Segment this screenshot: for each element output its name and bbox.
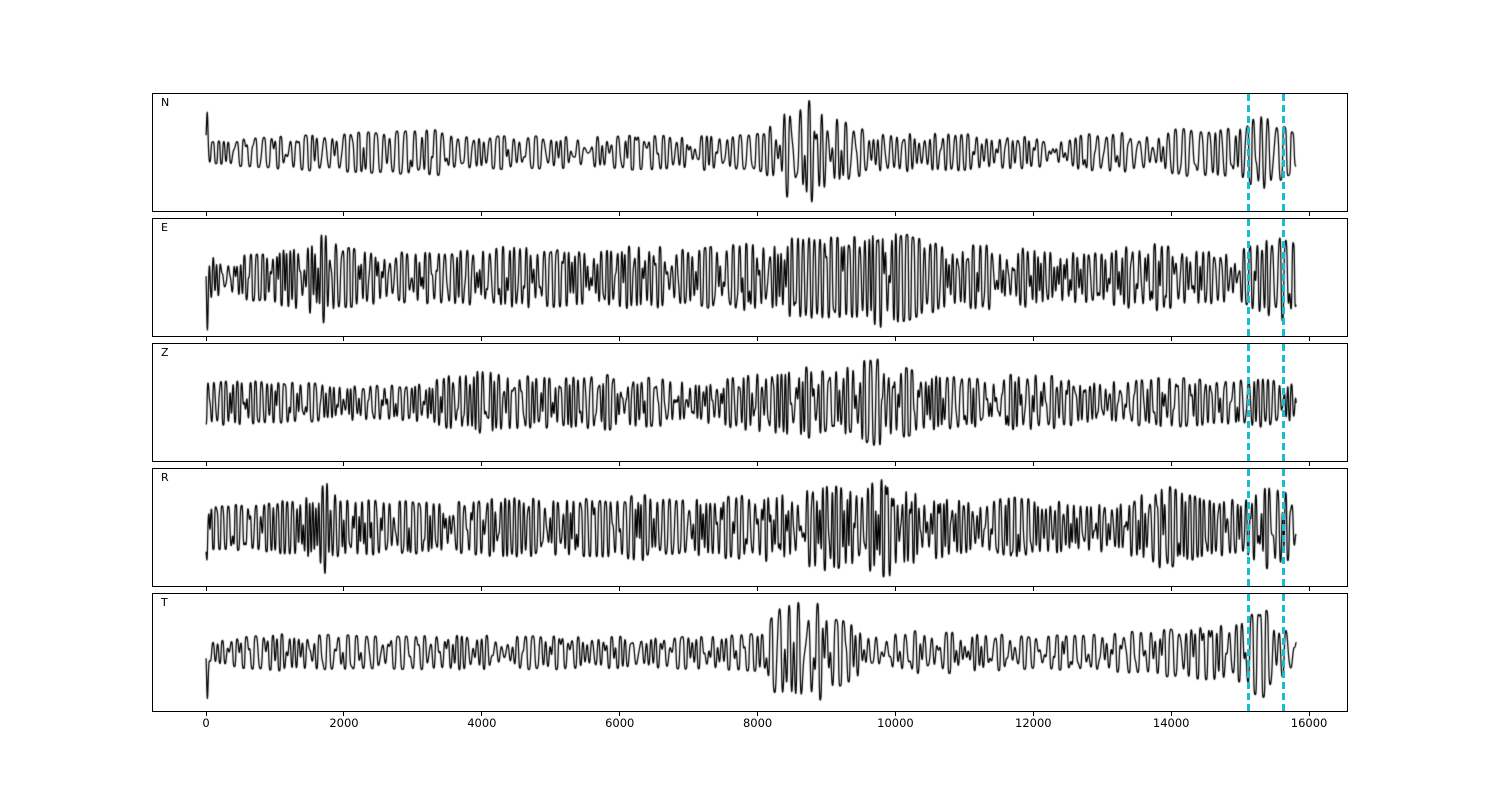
panel-label-e: E xyxy=(161,221,168,234)
panel-label-z: Z xyxy=(161,346,169,359)
x-tick xyxy=(894,337,896,341)
x-tick xyxy=(1032,337,1034,341)
x-tick xyxy=(1032,462,1034,466)
panel-label-t: T xyxy=(161,596,168,609)
pick-line-2 xyxy=(1282,219,1286,336)
x-tick xyxy=(343,212,345,216)
x-tick xyxy=(343,712,345,716)
x-tick-label: 16000 xyxy=(1290,716,1328,730)
pick-line-2 xyxy=(1282,469,1286,586)
pick-line-2 xyxy=(1282,594,1286,711)
x-tick xyxy=(619,212,621,216)
x-tick-label: 2000 xyxy=(329,716,359,730)
x-tick xyxy=(894,212,896,216)
x-tick xyxy=(757,462,759,466)
panel-t: T xyxy=(152,593,1348,712)
x-tick xyxy=(1308,587,1310,591)
panel-label-r: R xyxy=(161,471,169,484)
x-tick-label: 0 xyxy=(202,716,210,730)
x-tick xyxy=(1170,337,1172,341)
panel-e: E xyxy=(152,218,1348,337)
panel-label-n: N xyxy=(161,96,170,109)
pick-line-1 xyxy=(1246,94,1250,211)
waveform-r xyxy=(153,469,1347,586)
pick-line-1 xyxy=(1246,344,1250,461)
x-tick-label: 14000 xyxy=(1152,716,1190,730)
x-tick xyxy=(619,712,621,716)
x-tick xyxy=(481,712,483,716)
x-tick xyxy=(1308,212,1310,216)
x-tick xyxy=(1170,712,1172,716)
x-tick xyxy=(1032,212,1034,216)
x-tick xyxy=(1308,712,1310,716)
x-tick xyxy=(1308,337,1310,341)
x-tick xyxy=(757,587,759,591)
pick-line-2 xyxy=(1282,344,1286,461)
x-tick xyxy=(205,212,207,216)
pick-line-2 xyxy=(1282,94,1286,211)
waveform-e xyxy=(153,219,1347,336)
pick-line-1 xyxy=(1246,469,1250,586)
x-tick xyxy=(205,462,207,466)
pick-line-1 xyxy=(1246,219,1250,336)
x-tick xyxy=(619,337,621,341)
x-tick xyxy=(757,337,759,341)
x-tick xyxy=(343,587,345,591)
x-tick xyxy=(1308,462,1310,466)
x-tick xyxy=(894,712,896,716)
x-tick xyxy=(1170,212,1172,216)
x-tick xyxy=(619,587,621,591)
x-tick xyxy=(343,462,345,466)
x-tick-label: 12000 xyxy=(1015,716,1052,730)
panel-r: R xyxy=(152,468,1348,587)
x-tick xyxy=(619,462,621,466)
x-tick xyxy=(894,587,896,591)
x-tick xyxy=(757,212,759,216)
waveform-z xyxy=(153,344,1347,461)
x-tick xyxy=(1170,587,1172,591)
x-tick xyxy=(205,337,207,341)
waveform-n xyxy=(153,94,1347,211)
x-tick xyxy=(481,587,483,591)
x-tick-label: 10000 xyxy=(877,716,914,730)
pick-line-1 xyxy=(1246,594,1250,711)
x-tick xyxy=(1032,712,1034,716)
x-tick xyxy=(757,712,759,716)
x-tick xyxy=(481,462,483,466)
waveform-t xyxy=(153,594,1347,711)
x-tick xyxy=(343,337,345,341)
x-tick xyxy=(205,587,207,591)
x-tick xyxy=(205,712,207,716)
panel-n: N xyxy=(152,93,1348,212)
panel-z: Z xyxy=(152,343,1348,462)
x-tick xyxy=(481,212,483,216)
x-tick xyxy=(1032,587,1034,591)
x-tick-label: 8000 xyxy=(742,716,773,730)
x-tick-label: 4000 xyxy=(467,716,497,730)
x-tick xyxy=(894,462,896,466)
x-tick xyxy=(481,337,483,341)
x-tick xyxy=(1170,462,1172,466)
x-tick-label: 6000 xyxy=(605,716,635,730)
